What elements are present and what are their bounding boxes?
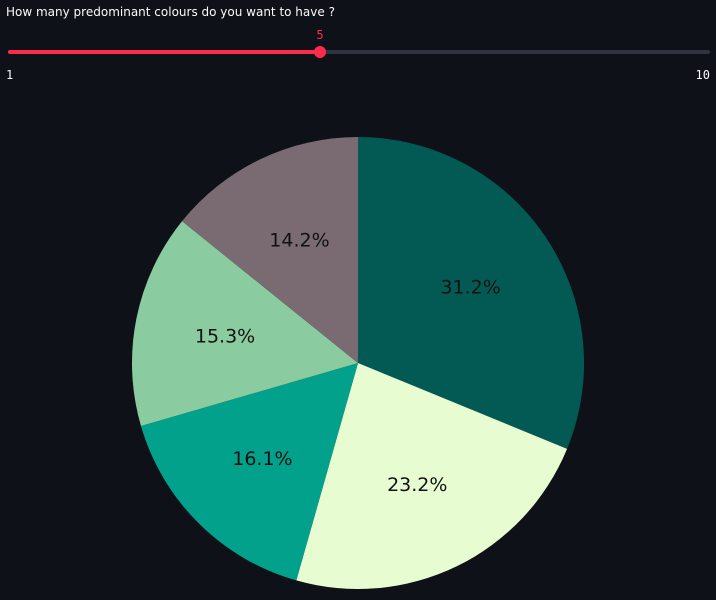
slider-current-value: 5 xyxy=(316,28,324,42)
colour-count-slider[interactable]: 5 xyxy=(8,28,710,66)
pie-slice-2 xyxy=(296,363,568,590)
pie-slice-4 xyxy=(131,221,358,427)
pie-slice-1 xyxy=(358,137,585,449)
slider-max-label: 10 xyxy=(695,68,710,82)
pie-slice-label-5: 14.2% xyxy=(269,230,329,252)
pie-slice-label-2: 23.2% xyxy=(387,474,447,496)
slider-fill xyxy=(8,50,320,54)
slider-track[interactable] xyxy=(8,50,710,54)
pie-slice-label-1: 31.2% xyxy=(440,276,500,298)
slider-label: How many predominant colours do you want… xyxy=(6,5,335,19)
slider-min-label: 1 xyxy=(6,68,14,82)
slider-thumb[interactable] xyxy=(313,46,326,58)
pie-slice-label-3: 16.1% xyxy=(232,448,292,470)
pie-slice-5 xyxy=(182,137,358,363)
pie-slice-label-4: 15.3% xyxy=(195,325,255,347)
pie-slice-3 xyxy=(140,363,358,581)
